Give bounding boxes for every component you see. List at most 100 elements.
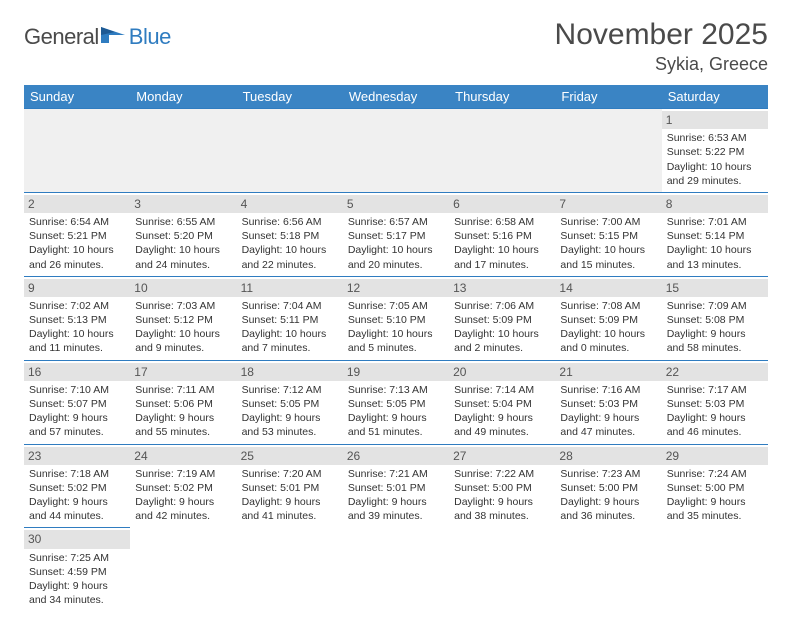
day-details: Sunrise: 7:16 AMSunset: 5:03 PMDaylight:… <box>559 383 657 440</box>
day-number: 3 <box>130 195 236 213</box>
day-number: 4 <box>237 195 343 213</box>
day-details: Sunrise: 7:03 AMSunset: 5:12 PMDaylight:… <box>134 299 232 356</box>
day-cell: 19 Sunrise: 7:13 AMSunset: 5:05 PMDayligh… <box>343 360 449 444</box>
day-cell: 7 Sunrise: 7:00 AMSunset: 5:15 PMDaylight… <box>555 192 661 276</box>
day-cell: 14 Sunrise: 7:08 AMSunset: 5:09 PMDayligh… <box>555 276 661 360</box>
day-details: Sunrise: 7:12 AMSunset: 5:05 PMDaylight:… <box>241 383 339 440</box>
day-details: Sunrise: 7:18 AMSunset: 5:02 PMDaylight:… <box>28 467 126 524</box>
day-number: 7 <box>555 195 661 213</box>
day-cell: 23 Sunrise: 7:18 AMSunset: 5:02 PMDayligh… <box>24 444 130 528</box>
flag-icon <box>101 25 127 50</box>
day-cell: 16Sunrise: 7:10 AMSunset: 5:07 PMDayligh… <box>24 360 130 444</box>
day-number: 6 <box>449 195 555 213</box>
location: Sykia, Greece <box>555 54 768 75</box>
day-cell: 27 Sunrise: 7:22 AMSunset: 5:00 PMDayligh… <box>449 444 555 528</box>
day-details: Sunrise: 7:19 AMSunset: 5:02 PMDaylight:… <box>134 467 232 524</box>
day-number: 8 <box>662 195 768 213</box>
day-cell: 25 Sunrise: 7:20 AMSunset: 5:01 PMDayligh… <box>237 444 343 528</box>
day-details: Sunrise: 7:05 AMSunset: 5:10 PMDaylight:… <box>347 299 445 356</box>
day-cell: 30 Sunrise: 7:25 AMSunset: 4:59 PMDayligh… <box>24 528 130 611</box>
day-cell <box>130 528 236 611</box>
day-cell: 3 Sunrise: 6:55 AMSunset: 5:20 PMDaylight… <box>130 192 236 276</box>
weekday-header-row: Sunday Monday Tuesday Wednesday Thursday… <box>24 85 768 109</box>
day-details: Sunrise: 7:09 AMSunset: 5:08 PMDaylight:… <box>666 299 764 356</box>
day-number: 10 <box>130 279 236 297</box>
day-details: Sunrise: 7:20 AMSunset: 5:01 PMDaylight:… <box>241 467 339 524</box>
day-cell <box>130 109 236 193</box>
day-number: 30 <box>24 530 130 548</box>
day-number: 14 <box>555 279 661 297</box>
day-number: 29 <box>662 447 768 465</box>
day-cell: 12 Sunrise: 7:05 AMSunset: 5:10 PMDayligh… <box>343 276 449 360</box>
day-cell <box>237 528 343 611</box>
day-number: 12 <box>343 279 449 297</box>
day-number: 27 <box>449 447 555 465</box>
day-details: Sunrise: 6:57 AMSunset: 5:17 PMDaylight:… <box>347 215 445 272</box>
day-cell <box>449 109 555 193</box>
day-cell: 5 Sunrise: 6:57 AMSunset: 5:17 PMDaylight… <box>343 192 449 276</box>
day-details: Sunrise: 7:21 AMSunset: 5:01 PMDaylight:… <box>347 467 445 524</box>
day-cell <box>343 528 449 611</box>
day-number: 1 <box>662 111 768 129</box>
day-details: Sunrise: 7:22 AMSunset: 5:00 PMDaylight:… <box>453 467 551 524</box>
day-cell: 24Sunrise: 7:19 AMSunset: 5:02 PMDayligh… <box>130 444 236 528</box>
day-details: Sunrise: 7:02 AMSunset: 5:13 PMDaylight:… <box>28 299 126 356</box>
day-details: Sunrise: 6:55 AMSunset: 5:20 PMDaylight:… <box>134 215 232 272</box>
day-number: 9 <box>24 279 130 297</box>
day-cell: 15Sunrise: 7:09 AMSunset: 5:08 PMDayligh… <box>662 276 768 360</box>
day-cell <box>555 109 661 193</box>
day-details: Sunrise: 7:13 AMSunset: 5:05 PMDaylight:… <box>347 383 445 440</box>
day-number: 5 <box>343 195 449 213</box>
day-details: Sunrise: 6:54 AMSunset: 5:21 PMDaylight:… <box>28 215 126 272</box>
day-details: Sunrise: 7:11 AMSunset: 5:06 PMDaylight:… <box>134 383 232 440</box>
day-cell: 26 Sunrise: 7:21 AMSunset: 5:01 PMDayligh… <box>343 444 449 528</box>
week-row: 9 Sunrise: 7:02 AMSunset: 5:13 PMDaylight… <box>24 276 768 360</box>
day-cell: 10 Sunrise: 7:03 AMSunset: 5:12 PMDayligh… <box>130 276 236 360</box>
week-row: 23 Sunrise: 7:18 AMSunset: 5:02 PMDayligh… <box>24 444 768 528</box>
day-cell: 18 Sunrise: 7:12 AMSunset: 5:05 PMDayligh… <box>237 360 343 444</box>
day-details: Sunrise: 7:25 AMSunset: 4:59 PMDaylight:… <box>28 551 126 608</box>
day-number: 16 <box>24 363 130 381</box>
weekday-header: Saturday <box>662 85 768 109</box>
day-number: 26 <box>343 447 449 465</box>
day-details: Sunrise: 7:14 AMSunset: 5:04 PMDaylight:… <box>453 383 551 440</box>
day-number: 2 <box>24 195 130 213</box>
title-block: November 2025 Sykia, Greece <box>555 18 768 75</box>
day-details: Sunrise: 7:04 AMSunset: 5:11 PMDaylight:… <box>241 299 339 356</box>
day-cell <box>449 528 555 611</box>
month-title: November 2025 <box>555 18 768 52</box>
day-number: 17 <box>130 363 236 381</box>
day-cell: 28 Sunrise: 7:23 AMSunset: 5:00 PMDayligh… <box>555 444 661 528</box>
day-number: 23 <box>24 447 130 465</box>
day-number: 28 <box>555 447 661 465</box>
day-cell: 20Sunrise: 7:14 AMSunset: 5:04 PMDayligh… <box>449 360 555 444</box>
brand-part2: Blue <box>129 24 171 50</box>
weekday-header: Thursday <box>449 85 555 109</box>
day-cell <box>24 109 130 193</box>
day-cell: 8 Sunrise: 7:01 AMSunset: 5:14 PMDaylight… <box>662 192 768 276</box>
day-cell: 29Sunrise: 7:24 AMSunset: 5:00 PMDayligh… <box>662 444 768 528</box>
day-details: Sunrise: 7:06 AMSunset: 5:09 PMDaylight:… <box>453 299 551 356</box>
week-row: 1 Sunrise: 6:53 AMSunset: 5:22 PMDaylight… <box>24 109 768 193</box>
header: General Blue November 2025 Sykia, Greece <box>24 18 768 75</box>
day-number: 11 <box>237 279 343 297</box>
page: General Blue November 2025 Sykia, Greece… <box>0 0 792 621</box>
day-number: 18 <box>237 363 343 381</box>
day-number: 19 <box>343 363 449 381</box>
day-cell: 6Sunrise: 6:58 AMSunset: 5:16 PMDaylight… <box>449 192 555 276</box>
day-details: Sunrise: 7:23 AMSunset: 5:00 PMDaylight:… <box>559 467 657 524</box>
day-cell <box>237 109 343 193</box>
day-cell: 17 Sunrise: 7:11 AMSunset: 5:06 PMDayligh… <box>130 360 236 444</box>
day-number: 22 <box>662 363 768 381</box>
calendar-table: Sunday Monday Tuesday Wednesday Thursday… <box>24 85 768 611</box>
day-details: Sunrise: 7:08 AMSunset: 5:09 PMDaylight:… <box>559 299 657 356</box>
day-details: Sunrise: 6:53 AMSunset: 5:22 PMDaylight:… <box>666 131 764 188</box>
day-cell <box>343 109 449 193</box>
day-number: 25 <box>237 447 343 465</box>
day-details: Sunrise: 7:01 AMSunset: 5:14 PMDaylight:… <box>666 215 764 272</box>
day-details: Sunrise: 7:00 AMSunset: 5:15 PMDaylight:… <box>559 215 657 272</box>
weekday-header: Tuesday <box>237 85 343 109</box>
weekday-header: Monday <box>130 85 236 109</box>
day-cell: 1 Sunrise: 6:53 AMSunset: 5:22 PMDaylight… <box>662 109 768 193</box>
day-details: Sunrise: 7:17 AMSunset: 5:03 PMDaylight:… <box>666 383 764 440</box>
